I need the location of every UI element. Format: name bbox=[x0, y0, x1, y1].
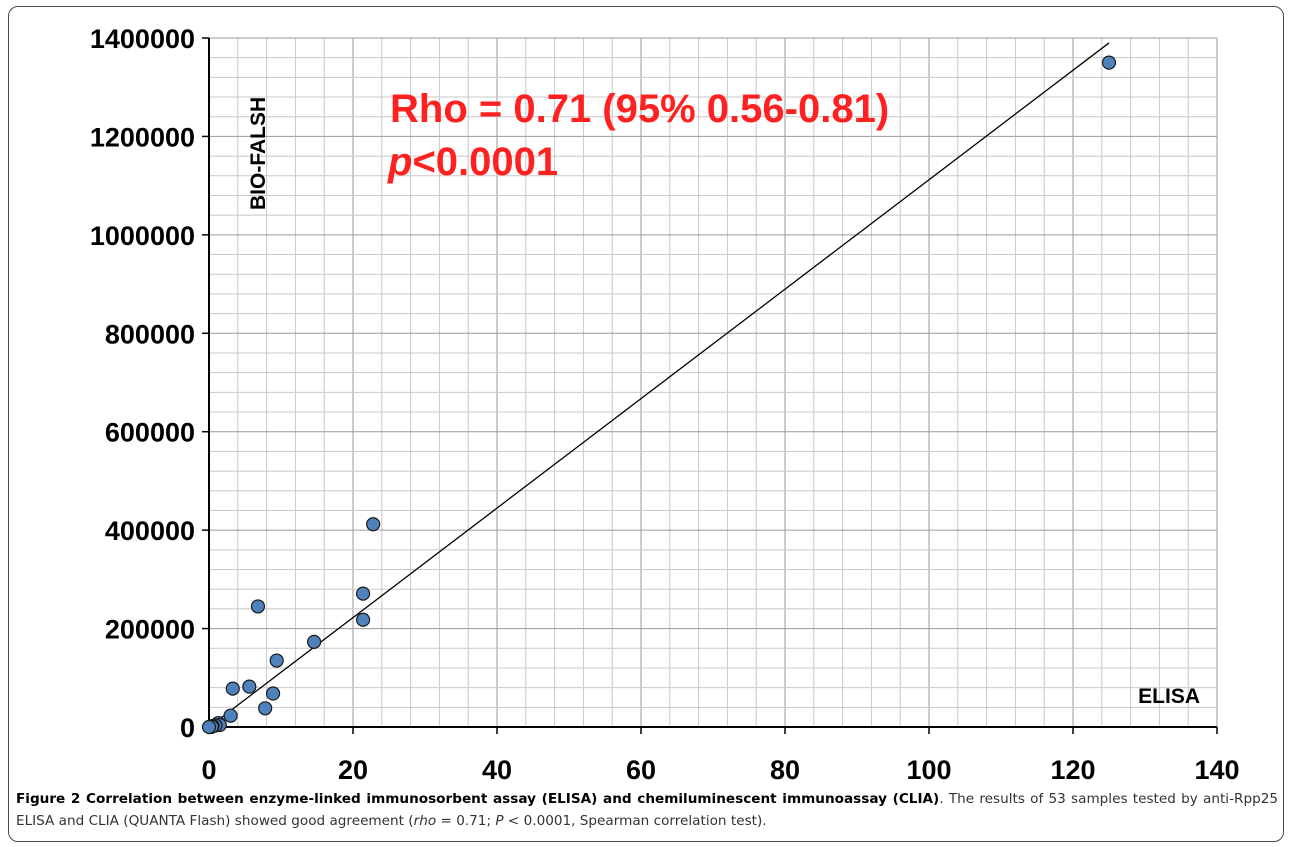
x-tick-label: 100 bbox=[906, 755, 951, 785]
annotation-rho-text: Rho = 0.71 (95% 0.56-0.81) bbox=[390, 87, 889, 131]
annotation-rho: Rho = 0.71 (95% 0.56-0.81) bbox=[390, 87, 889, 131]
x-tick-label: 60 bbox=[626, 755, 656, 785]
caption-p: P bbox=[495, 813, 504, 829]
trend-line bbox=[208, 42, 1110, 728]
caption-label: Figure 2 Correlation between enzyme-link… bbox=[16, 791, 940, 807]
data-point bbox=[242, 679, 257, 694]
caption-rho: rho bbox=[413, 813, 437, 829]
caption-text-a: . The results of 53 samples tested by an… bbox=[16, 791, 1278, 829]
y-tick-label: 1000000 bbox=[90, 221, 195, 251]
annotation-p-italic: p bbox=[387, 140, 412, 184]
y-tick-label: 1200000 bbox=[90, 122, 195, 152]
chart-axes bbox=[202, 37, 1218, 734]
data-point bbox=[355, 586, 371, 601]
data-point bbox=[1101, 55, 1117, 70]
data-point bbox=[269, 653, 284, 668]
data-point bbox=[201, 719, 217, 735]
data-points bbox=[201, 55, 1117, 735]
annotation-p: p<0.0001 bbox=[387, 140, 558, 184]
x-tick-label: 140 bbox=[1194, 755, 1239, 785]
y-axis-title: BIO-FALSH bbox=[247, 97, 270, 210]
figure-frame bbox=[8, 6, 1284, 842]
data-point bbox=[307, 634, 322, 649]
y-tick-label: 400000 bbox=[105, 516, 195, 546]
data-point bbox=[355, 612, 371, 627]
figure-caption: Figure 2 Correlation between enzyme-link… bbox=[16, 788, 1278, 832]
data-point bbox=[366, 517, 381, 532]
data-point bbox=[265, 686, 281, 701]
caption-text-b: = 0.71; bbox=[436, 813, 496, 829]
y-tick-label: 200000 bbox=[105, 615, 195, 645]
chart-tick-labels: 0 20 40 60 80 100 120 140 0 200000 400000 600000 800… bbox=[90, 24, 1240, 785]
scatter-chart: 0 20 40 60 80 100 120 140 0 200000 400000 600000 800… bbox=[90, 24, 1240, 785]
data-point bbox=[250, 599, 266, 614]
x-tick-label: 20 bbox=[338, 755, 368, 785]
x-tick-label: 40 bbox=[482, 755, 512, 785]
y-tick-label: 0 bbox=[180, 713, 195, 743]
y-tick-label: 1400000 bbox=[90, 24, 195, 54]
data-point bbox=[258, 701, 273, 716]
caption-text-c: < 0.0001, Spearman correlation test). bbox=[503, 813, 767, 829]
x-tick-label: 120 bbox=[1050, 755, 1095, 785]
data-point bbox=[225, 681, 240, 696]
x-tick-label: 80 bbox=[770, 755, 800, 785]
x-tick-label: 0 bbox=[201, 755, 216, 785]
annotation-p-value: <0.0001 bbox=[412, 140, 558, 184]
x-axis-title: ELISA bbox=[1138, 685, 1200, 708]
y-tick-label: 800000 bbox=[105, 319, 195, 349]
data-point bbox=[223, 708, 238, 723]
y-tick-label: 600000 bbox=[105, 418, 195, 448]
